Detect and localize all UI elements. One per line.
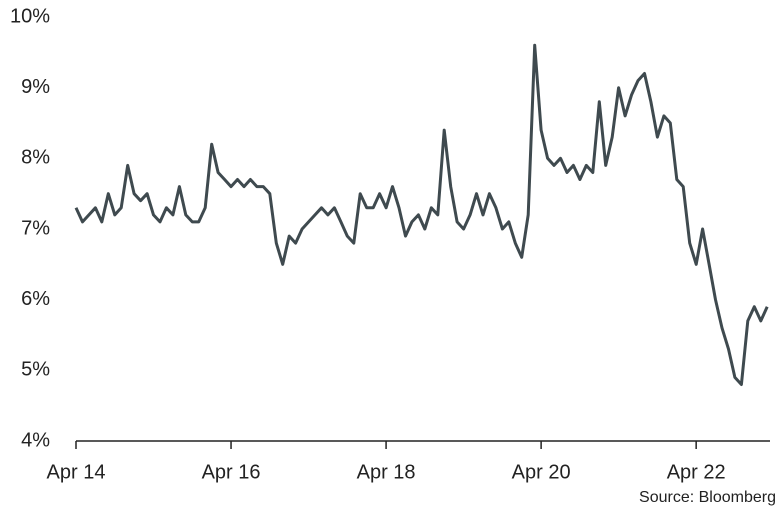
y-tick-label: 9%	[21, 76, 50, 98]
y-tick-label: 8%	[21, 147, 50, 169]
source-note: Source: Bloomberg	[639, 489, 776, 506]
x-tick-label: Apr 18	[357, 461, 416, 483]
data-line	[74, 43, 769, 386]
x-tick-label: Apr 20	[512, 461, 571, 483]
x-tick-label: Apr 16	[202, 461, 261, 483]
y-tick-label: 7%	[21, 217, 50, 239]
y-tick-label: 4%	[21, 429, 50, 451]
y-tick-label: 5%	[21, 359, 50, 381]
y-tick-label: 10%	[10, 5, 50, 27]
x-tick-label: Apr 14	[47, 461, 106, 483]
x-tick-label: Apr 22	[667, 461, 726, 483]
y-tick-label: 6%	[21, 288, 50, 310]
